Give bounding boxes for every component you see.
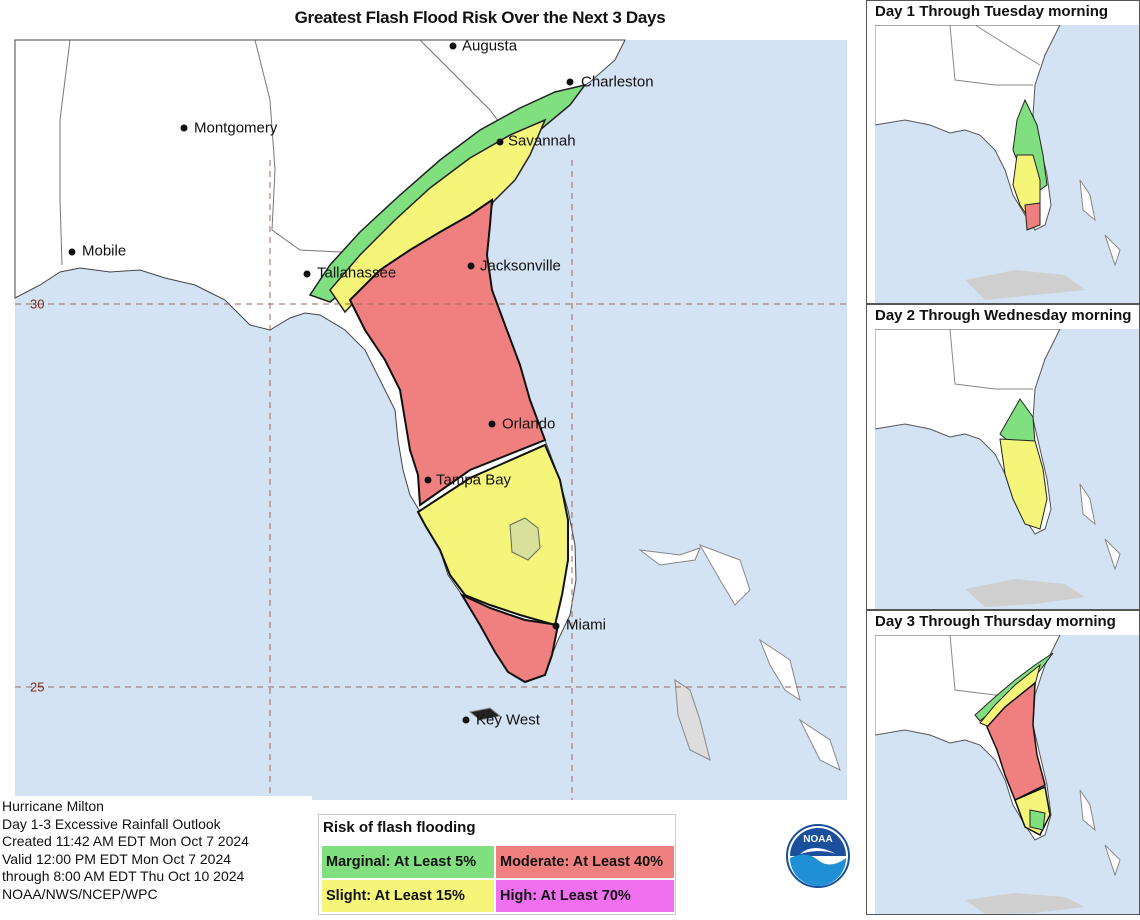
risk-area-slight-north: [329, 118, 547, 314]
city-dot-keywest: [462, 716, 470, 724]
risk-area-moderate: [348, 197, 547, 507]
info-valid-start: Valid 12:00 PM EDT Mon Oct 7 2024: [2, 850, 232, 867]
city-dot-augusta: [449, 42, 457, 50]
city-label-charleston: Charleston: [581, 73, 654, 91]
inset-day1-title: Day 1 Through Tuesday morning: [875, 3, 1109, 20]
main-map-canvas: [14, 39, 847, 800]
city-label-tampa-bay: Tampa Bay: [436, 471, 512, 489]
city-label-mobile: Mobile: [82, 242, 127, 260]
legend-moderate: Moderate: At Least 40%: [495, 845, 675, 879]
city-dot-mobile: [68, 248, 76, 256]
inset-day3: Day 3 Through Thursday morning: [866, 610, 1140, 915]
inset-day2-map: [875, 329, 1139, 609]
info-product: Day 1-3 Excessive Rainfall Outlook: [2, 815, 221, 832]
lat-lon-gridlines: [15, 160, 847, 800]
legend-high: High: At Least 70%: [495, 879, 675, 913]
info-valid-end: through 8:00 AM EDT Thu Oct 10 2024: [2, 868, 245, 884]
city-dot-orlando: [488, 420, 496, 428]
noaa-logo: NOAA: [786, 824, 850, 888]
inset-day2: Day 2 Through Wednesday morning: [866, 304, 1140, 610]
city-dot-tampa: [424, 476, 432, 484]
city-label-orlando: Orlando: [502, 415, 556, 433]
city-label-savannah: Savannah: [508, 132, 576, 150]
inset-day1: Day 1 Through Tuesday morning: [866, 0, 1140, 304]
legend: Risk of flash flooding Marginal: At Leas…: [318, 814, 676, 915]
city-dot-tallahassee: [303, 270, 311, 278]
map-title: Greatest Flash Flood Risk Over the Next …: [294, 8, 666, 27]
inset-day1-map: [875, 25, 1139, 303]
city-dot-montgomery: [180, 124, 188, 132]
outlook-info-box: Hurricane Milton Day 1-3 Excessive Rainf…: [0, 796, 312, 915]
city-label-tallahassee: Tallahassee: [317, 264, 397, 282]
inset-day3-map: [875, 635, 1139, 914]
inset-day2-title: Day 2 Through Wednesday morning: [875, 307, 1132, 324]
city-label-jacksonville: Jacksonville: [480, 257, 561, 275]
bahamas-islands: [468, 544, 841, 771]
info-storm-name: Hurricane Milton: [2, 798, 104, 814]
city-label-miami: Miami: [566, 616, 606, 634]
city-dot-miami: [552, 622, 560, 630]
city-label-montgomery: Montgomery: [194, 119, 278, 137]
risk-area-moderate-south: [459, 592, 560, 684]
city-dot-savannah: [496, 138, 504, 146]
city-dot-charleston: [566, 78, 574, 86]
info-created: Created 11:42 AM EDT Mon Oct 7 2024: [2, 833, 249, 849]
main-map: Greatest Flash Flood Risk Over the Next …: [0, 8, 850, 915]
legend-marginal: Marginal: At Least 5%: [321, 845, 495, 879]
city-label-augusta: Augusta: [462, 37, 518, 55]
inset-day3-title: Day 3 Through Thursday morning: [875, 613, 1116, 630]
latitude-label-30: 30: [30, 296, 45, 312]
lake-okeechobee: [509, 517, 541, 561]
info-agency: NOAA/NWS/NCEP/WPC: [2, 885, 158, 902]
legend-title: Risk of flash flooding: [323, 819, 476, 836]
city-dot-jacksonville: [467, 262, 475, 270]
noaa-logo-text: NOAA: [803, 834, 832, 845]
city-dots: [68, 42, 574, 724]
legend-slight: Slight: At Least 15%: [321, 879, 495, 913]
latitude-label-25: 25: [30, 679, 45, 695]
city-label-key-west: Key West: [476, 711, 540, 729]
